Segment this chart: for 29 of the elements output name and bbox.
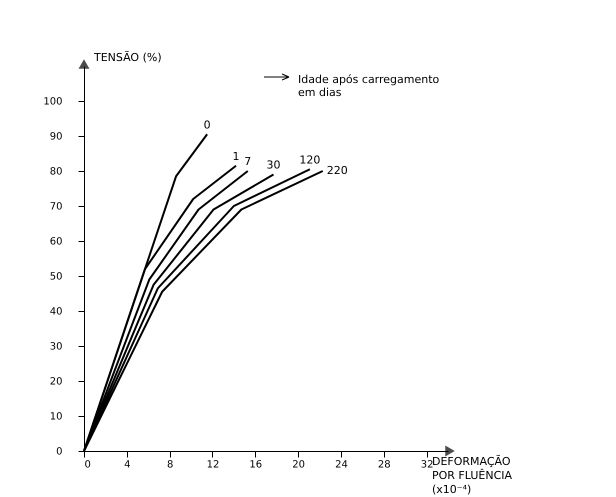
- series-label: 0: [204, 118, 211, 132]
- x-tick-label: 20: [292, 460, 305, 470]
- series-label: 30: [266, 158, 280, 172]
- y-tick-label: 60: [50, 236, 62, 248]
- x-tick-label: 8: [166, 460, 174, 470]
- y-tick-label: 40: [50, 306, 62, 318]
- x-tick-label: 32: [420, 460, 434, 470]
- y-tick-label: 90: [50, 132, 62, 142]
- x-axis-title: DEFORMAÇÃO POR FLUÊNCIA (x10⁻⁴): [432, 454, 512, 496]
- y-tick-label: 30: [50, 342, 62, 352]
- series-label: 1: [232, 150, 240, 163]
- series-label: 120: [299, 153, 320, 166]
- y-tick-label: 100: [43, 96, 62, 108]
- x-tick-label: 0: [84, 460, 91, 470]
- x-tick-label: 24: [335, 460, 348, 470]
- y-axis-title: TENSÃO (%): [93, 50, 162, 64]
- series-label: 7: [244, 155, 252, 168]
- series-label: 220: [326, 164, 348, 177]
- y-tick-label: 70: [50, 202, 62, 212]
- x-tick-label: 28: [378, 460, 391, 470]
- annotation: Idade após carregamento em dias: [298, 73, 440, 99]
- y-tick-label: 80: [50, 166, 62, 178]
- y-tick-label: 50: [50, 272, 62, 282]
- y-tick-label: 10: [50, 412, 62, 422]
- y-tick-label: 0: [56, 446, 62, 458]
- x-tick-label: 4: [124, 460, 131, 470]
- x-tick-label: 12: [206, 460, 220, 470]
- x-tick-label: 16: [249, 460, 262, 470]
- y-tick-label: 20: [50, 376, 62, 388]
